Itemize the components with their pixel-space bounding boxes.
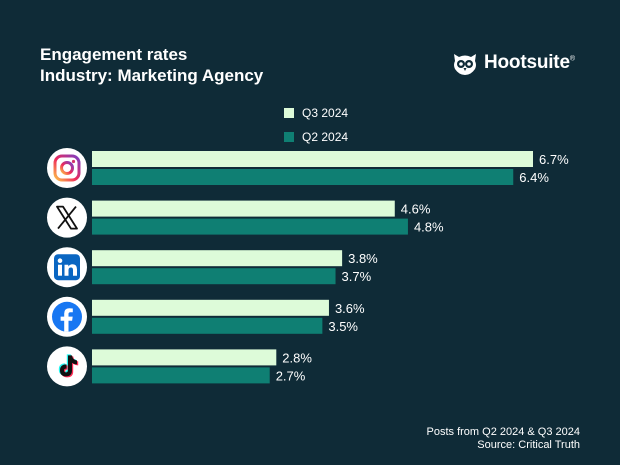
data-label-instagram-q2-2024: 6.4% [519,170,549,185]
hootsuite-logo: Hootsuite® [451,49,591,77]
data-label-linkedin-q3-2024: 3.8% [348,251,378,266]
chart-subtitle: Industry: Marketing Agency [40,66,264,85]
legend-swatch-q3 [284,108,294,118]
bar-linkedin-q2-2024 [92,268,336,285]
data-label-facebook-q2-2024: 3.5% [328,319,358,334]
bar-facebook-q3-2024 [92,299,329,316]
data-label-x-q3-2024: 4.6% [401,202,431,217]
bar-tiktok-q3-2024 [92,349,277,366]
bar-x-q2-2024 [92,218,408,235]
legend-item-q2: Q2 2024 [284,125,348,149]
data-label-tiktok-q2-2024: 2.7% [276,368,306,383]
tiktok-icon [47,346,87,387]
legend-swatch-q2 [284,132,294,142]
bar-tiktok-q2-2024 [92,367,270,384]
legend-item-q3: Q3 2024 [284,101,348,125]
footer-source: Source: Critical Truth [477,439,580,451]
legend-label-q2: Q2 2024 [302,130,349,144]
data-label-instagram-q3-2024: 6.7% [539,152,569,167]
chart-title-block: Engagement rates Industry: Marketing Age… [40,44,263,86]
chart-legend: Q3 2024 Q2 2024 [284,101,348,149]
bar-instagram-q2-2024 [92,169,514,185]
legend-label-q3: Q3 2024 [302,106,349,120]
bar-facebook-q2-2024 [92,317,323,334]
linkedin-icon [47,247,87,288]
data-label-tiktok-q3-2024: 2.8% [282,350,312,365]
facebook-icon [47,296,87,337]
x-icon [47,197,87,238]
data-label-facebook-q3-2024: 3.6% [335,301,365,316]
bar-instagram-q3-2024 [92,151,533,167]
chart-title: Engagement rates [40,45,188,64]
owl-icon [454,54,476,75]
brand-name: Hootsuite® [484,52,575,73]
instagram-icon [47,148,87,188]
data-label-linkedin-q2-2024: 3.7% [342,269,372,284]
footer-posts-note: Posts from Q2 2024 & Q3 2024 [426,426,580,438]
bar-x-q3-2024 [92,200,395,217]
data-label-x-q2-2024: 4.8% [414,220,444,235]
bar-linkedin-q3-2024 [92,250,343,267]
chart-footer: Posts from Q2 2024 & Q3 2024 Source: Cri… [427,426,580,452]
